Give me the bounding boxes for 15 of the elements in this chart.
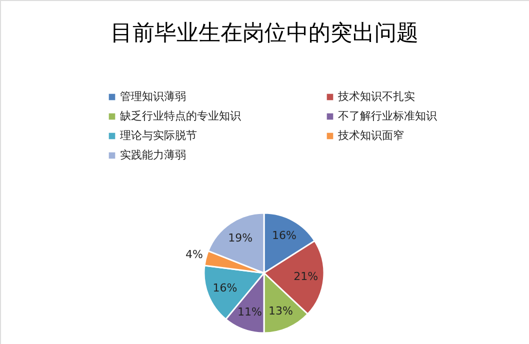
legend-label: 实践能力薄弱 (120, 148, 186, 162)
legend-label: 不了解行业标准知识 (338, 110, 437, 122)
legend-label: 管理知识薄弱 (120, 90, 186, 103)
data-label: 19% (228, 231, 253, 244)
data-label: 16% (212, 281, 238, 294)
legend-label: 技术知识不扎实 (337, 90, 415, 103)
data-label: 11% (238, 306, 262, 319)
chart-title: 目前毕业生在岗位中的突出问题 (110, 21, 418, 46)
legend-label: 技术知识面窄 (337, 129, 404, 142)
data-label: 4% (186, 248, 203, 262)
legend-label: 缺乏行业特点的专业知识 (120, 110, 241, 122)
data-label: 16% (272, 229, 296, 242)
data-label: 13% (268, 304, 293, 318)
legend-label: 理论与实际脱节 (120, 129, 197, 142)
data-label: 21% (294, 270, 318, 283)
